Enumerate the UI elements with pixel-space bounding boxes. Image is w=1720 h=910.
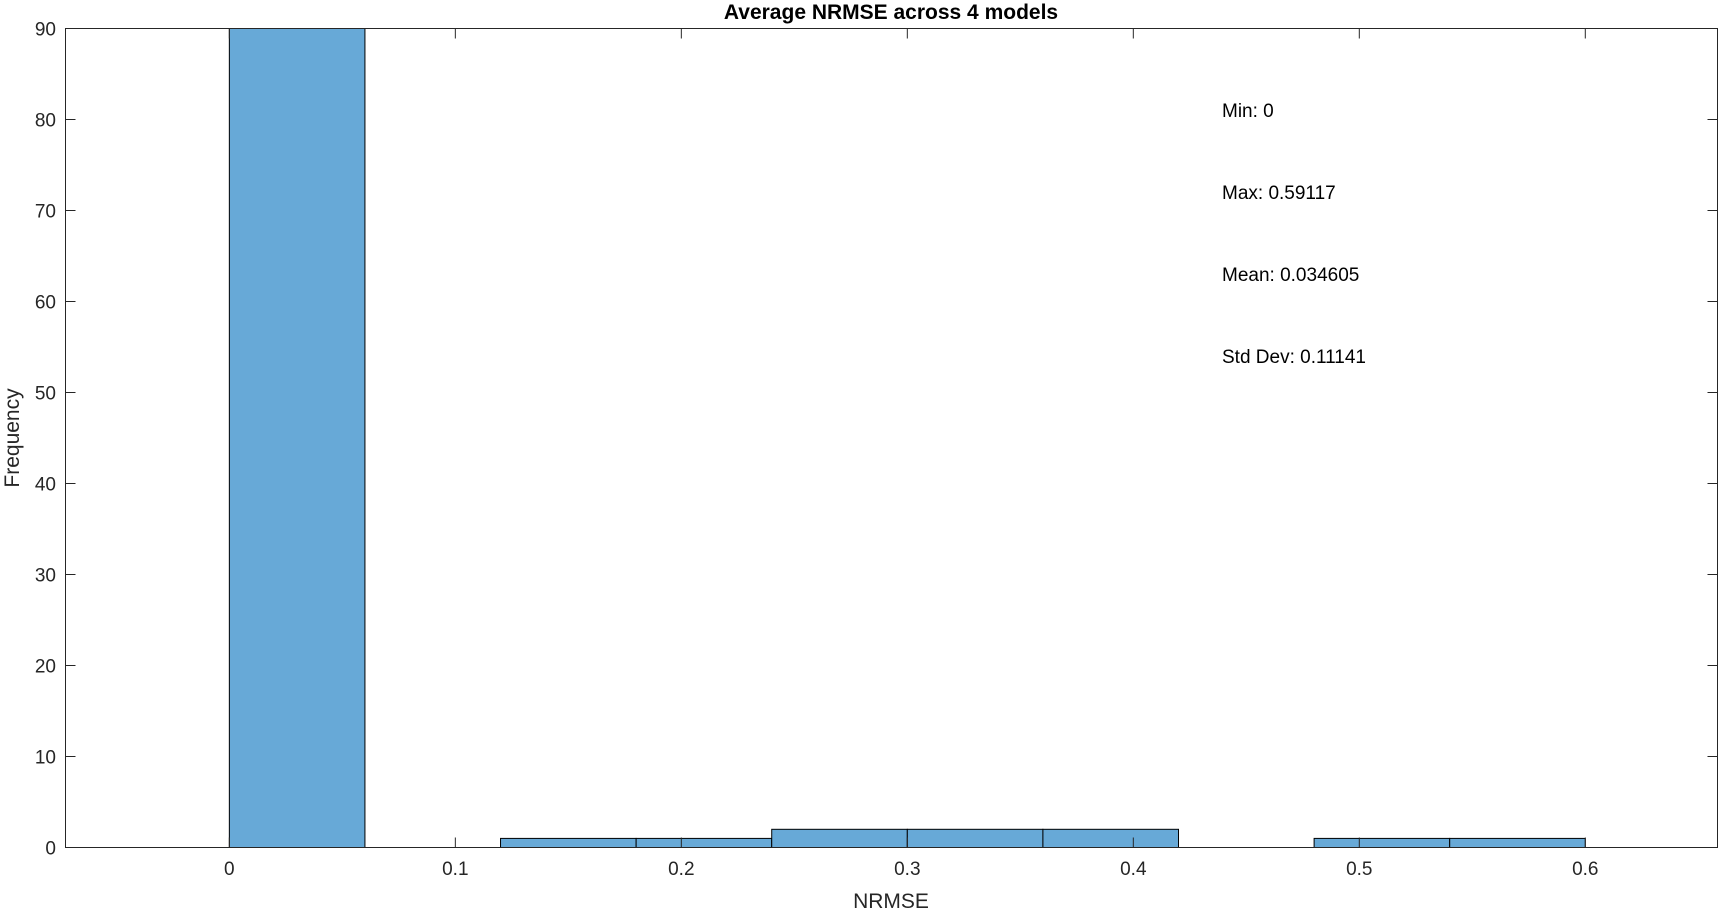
x-tick-label: 0.4 [1120,859,1147,880]
y-tick-label: 80 [35,111,56,132]
chart-title: Average NRMSE across 4 models [724,1,1058,24]
y-tick-label: 40 [35,475,56,496]
stats-annotations: Min: 0 Max: 0.59117 Mean: 0.034605 Std Dev:… [1222,101,1366,368]
stats-annotation: Std Dev: 0.11141 [1222,347,1366,368]
histogram-bar [1313,837,1451,849]
histogram-bar [906,828,1044,848]
y-tick-label: 30 [35,566,56,587]
x-tick-labels: 0 0.1 0.2 0.3 0.4 0.5 0.6 [224,859,1598,880]
stats-annotation: Min: 0 [1222,101,1274,122]
y-tick-label: 10 [35,748,56,769]
x-tick-label: 0.5 [1346,859,1372,880]
stats-annotation: Mean: 0.034605 [1222,265,1359,286]
histogram-bars [228,28,1586,849]
axis-ticks [65,28,1718,848]
x-tick-label: 0 [224,859,235,880]
x-tick-label: 0.3 [894,859,920,880]
histogram-bar [1042,828,1180,848]
y-tick-label: 70 [35,202,56,223]
x-axis-label: NRMSE [853,890,929,910]
y-tick-labels: 0 10 20 30 40 50 60 70 80 90 [35,20,56,860]
histogram-bar [1449,837,1586,849]
y-tick-label: 90 [35,20,56,41]
histogram-bar [228,28,366,848]
y-tick-label: 60 [35,293,56,314]
histogram-bar [500,837,637,849]
y-tick-label: 20 [35,657,56,678]
x-tick-label: 0.1 [442,859,468,880]
y-axis-label: Frequency [1,388,24,488]
x-tick-label: 0.6 [1572,859,1598,880]
histogram-bar [771,828,908,848]
y-tick-label: 0 [45,839,56,860]
y-tick-label: 50 [35,384,56,405]
x-tick-label: 0.2 [668,859,694,880]
stats-annotation: Max: 0.59117 [1222,183,1336,204]
plot-area-border [65,28,1718,848]
histogram-bar [635,837,773,849]
